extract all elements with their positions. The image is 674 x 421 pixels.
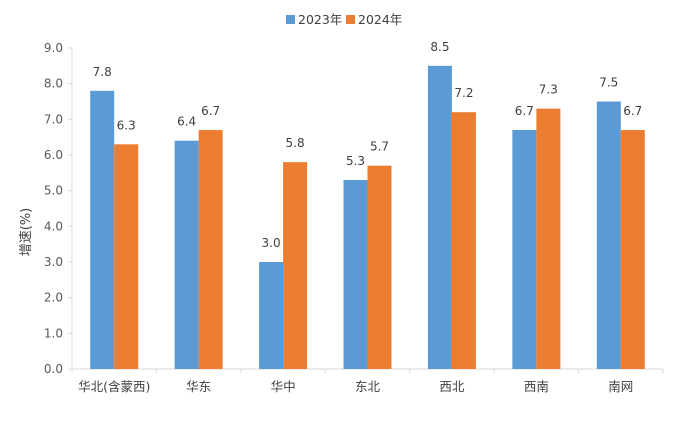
x-category-label: 南网 [608, 379, 633, 394]
legend-label: 2024年 [358, 12, 402, 27]
y-tick-label: 1.0 [44, 326, 63, 340]
y-tick-label: 7.0 [44, 112, 63, 126]
bar-2023 [174, 140, 199, 369]
bar-2023 [343, 179, 368, 369]
x-category-label: 西南 [524, 379, 549, 394]
data-label: 5.7 [370, 140, 389, 154]
data-label: 6.4 [177, 115, 196, 129]
data-label: 6.7 [201, 104, 220, 118]
y-tick-label: 6.0 [44, 148, 63, 162]
data-label: 6.7 [515, 104, 534, 118]
x-category-label: 华北(含蒙西) [78, 379, 150, 394]
legend-swatch-2024 [346, 15, 355, 24]
legend-swatch-2023 [286, 15, 295, 24]
bar-2024 [283, 162, 308, 369]
bar-2024 [114, 144, 139, 369]
y-tick-label: 4.0 [44, 219, 63, 233]
x-category-label: 华东 [186, 379, 211, 394]
bar-2023 [427, 65, 452, 369]
legend-label: 2023年 [298, 12, 342, 27]
bar-2023 [90, 90, 115, 370]
bar-2023 [596, 101, 621, 369]
y-tick-label: 3.0 [44, 255, 63, 269]
y-axis: 0.0 1.0 2.0 3.0 4.0 5.0 6.0 7.0 8.0 9.0 [44, 41, 73, 376]
y-tick-label: 8.0 [44, 77, 63, 91]
x-axis: 华北(含蒙西) 华东 华中 东北 西北 西南 南网 [71, 368, 664, 394]
y-tick-label: 5.0 [44, 184, 63, 198]
x-category-label: 东北 [355, 379, 381, 394]
data-label: 6.3 [117, 118, 136, 132]
bar-2023 [512, 130, 537, 369]
legend: 2023年 2024年 [286, 12, 402, 27]
bar-2023 [259, 262, 284, 369]
data-label: 6.7 [623, 104, 642, 118]
x-category-label: 华中 [271, 379, 296, 394]
bar-2024 [620, 130, 645, 369]
y-tick-label: 2.0 [44, 291, 63, 305]
bar-2024 [198, 130, 223, 369]
data-label: 8.5 [430, 40, 449, 54]
data-label: 5.3 [346, 154, 365, 168]
bar-2024 [367, 165, 392, 369]
bar-2024 [451, 112, 476, 369]
data-label: 3.0 [262, 236, 281, 250]
bar-2024 [536, 108, 561, 369]
data-label: 7.3 [539, 83, 558, 97]
x-category-label: 西北 [439, 379, 465, 394]
y-tick-label: 0.0 [44, 362, 63, 376]
data-label: 5.8 [286, 136, 305, 150]
data-label: 7.8 [93, 65, 112, 79]
y-tick-label: 9.0 [44, 41, 63, 55]
data-labels: 7.8 6.4 3.0 5.3 8.5 6.7 7.5 6.3 6.7 5.8 5.7 7.2 7.3 6… [93, 40, 643, 250]
bars [90, 65, 645, 370]
data-label: 7.2 [454, 86, 473, 100]
data-label: 7.5 [599, 76, 618, 90]
y-axis-label: 增速(%) [19, 208, 34, 257]
